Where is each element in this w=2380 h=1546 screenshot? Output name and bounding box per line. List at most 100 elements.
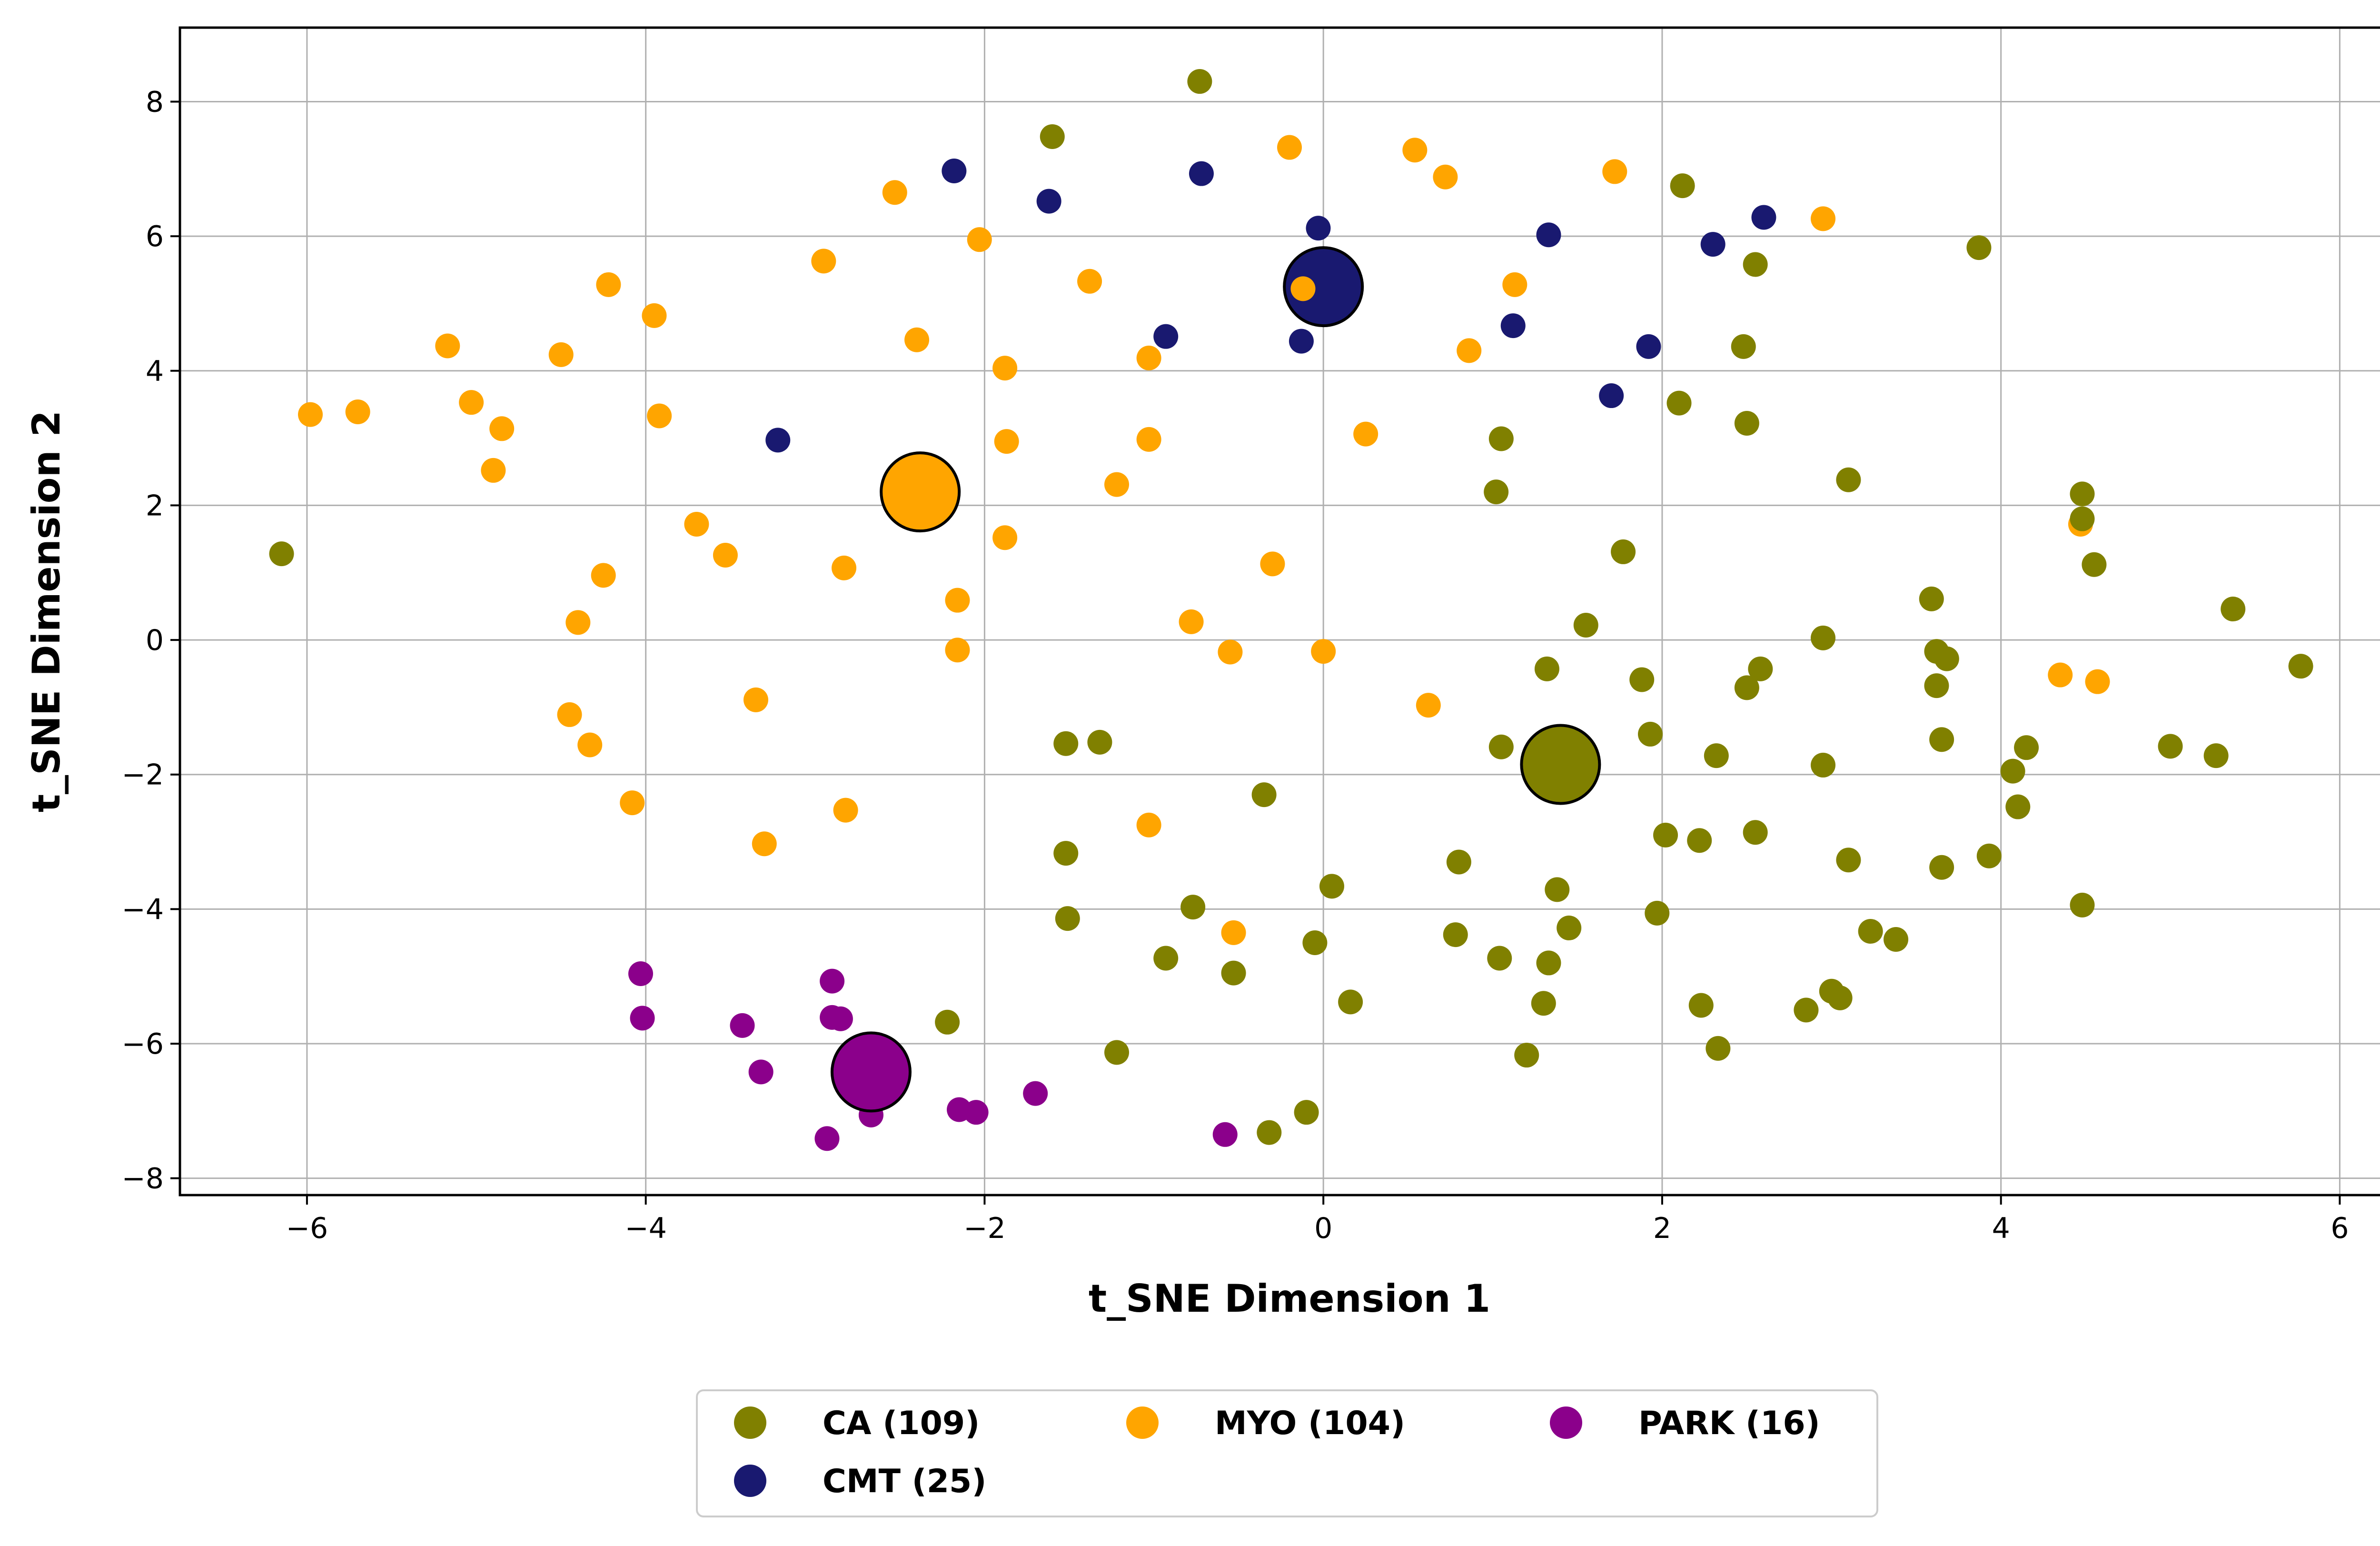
- data-point: [1629, 667, 1655, 692]
- data-point: [557, 702, 582, 727]
- data-point: [2082, 552, 2107, 577]
- centroid-marker: [830, 1031, 912, 1113]
- data-point: [1748, 656, 1773, 681]
- data-point: [752, 831, 777, 857]
- x-axis-title: t_SNE Dimension 1: [1089, 1277, 1490, 1321]
- data-point: [1743, 252, 1768, 277]
- data-point: [1836, 848, 1861, 873]
- data-point: [1136, 812, 1161, 838]
- data-point: [1277, 135, 1302, 160]
- data-point: [1023, 1081, 1048, 1106]
- data-point: [1433, 164, 1458, 190]
- data-point: [1104, 1040, 1130, 1065]
- data-point: [2070, 481, 2095, 507]
- data-point: [1290, 276, 1316, 301]
- data-point: [1487, 946, 1512, 971]
- data-point: [596, 272, 621, 297]
- data-point: [1502, 272, 1527, 297]
- data-point: [904, 327, 930, 352]
- data-point: [1514, 1043, 1539, 1068]
- data-point: [1599, 383, 1624, 409]
- data-point: [945, 588, 970, 613]
- data-point: [2070, 506, 2095, 531]
- legend-item: MYO (104): [1126, 1405, 1405, 1442]
- y-tick-label: 2: [146, 489, 164, 522]
- data-point: [942, 159, 967, 184]
- data-point: [1260, 551, 1285, 577]
- data-point: [1534, 656, 1559, 681]
- data-point: [743, 687, 768, 712]
- y-axis-title: t_SNE Dimension 2: [24, 410, 69, 812]
- data-point: [1827, 985, 1853, 1010]
- y-tick-label: 4: [146, 355, 164, 388]
- data-point: [1531, 991, 1556, 1016]
- data-point: [1294, 1100, 1319, 1125]
- legend: CA (109) MYO (104) PARK (16) CMT (25): [696, 1389, 1878, 1517]
- data-point: [1731, 334, 1756, 359]
- data-point: [489, 416, 515, 441]
- centroid-marker: [880, 451, 961, 533]
- data-point: [992, 356, 1018, 381]
- data-point: [1488, 734, 1514, 759]
- data-point: [1884, 927, 1909, 952]
- legend-label: CMT (25): [823, 1463, 986, 1500]
- data-point: [1484, 479, 1509, 505]
- data-point: [1036, 189, 1061, 214]
- legend-label: MYO (104): [1215, 1405, 1405, 1442]
- data-point: [628, 961, 653, 987]
- data-point: [1187, 69, 1212, 94]
- data-point: [1934, 646, 1959, 671]
- plot-frame: [178, 26, 2380, 1197]
- data-point: [2203, 743, 2229, 768]
- data-point: [1536, 222, 1561, 248]
- data-point: [2070, 892, 2095, 918]
- data-point: [1734, 675, 1759, 700]
- legend-label: PARK (16): [1638, 1405, 1820, 1442]
- data-point: [2158, 734, 2183, 759]
- legend-item: CMT (25): [734, 1463, 986, 1500]
- x-tick-label: 0: [1314, 1212, 1332, 1245]
- data-point: [1077, 269, 1102, 294]
- x-tick-label: 6: [2330, 1212, 2349, 1245]
- data-point: [1500, 313, 1526, 339]
- data-point: [811, 249, 836, 274]
- data-point: [1573, 612, 1598, 638]
- data-point: [1704, 743, 1729, 768]
- centroid-marker: [1520, 724, 1601, 805]
- data-point: [730, 1013, 755, 1038]
- series-group: [269, 69, 2313, 1145]
- data-point: [1087, 729, 1112, 755]
- data-point: [1416, 693, 1441, 718]
- data-point: [994, 429, 1019, 454]
- data-point: [1289, 329, 1314, 354]
- data-point: [1645, 900, 1670, 926]
- data-point: [647, 403, 672, 429]
- legend-label: CA (109): [823, 1405, 980, 1442]
- data-point: [642, 303, 667, 328]
- data-point: [1136, 345, 1161, 370]
- data-point: [1136, 427, 1161, 452]
- data-point: [1858, 919, 1883, 944]
- legend-marker: [1550, 1406, 1582, 1439]
- y-tick-label: −6: [122, 1027, 164, 1061]
- data-point: [1180, 895, 1206, 920]
- data-point: [630, 1006, 655, 1031]
- data-point: [1811, 752, 1836, 778]
- data-point: [684, 511, 709, 537]
- y-tick-label: 8: [146, 85, 164, 119]
- legend-box: [696, 1389, 1878, 1517]
- series-group: [765, 159, 1776, 453]
- data-point: [1212, 1122, 1238, 1147]
- y-tick-label: −2: [122, 758, 164, 792]
- data-point: [765, 428, 791, 453]
- data-point: [1688, 993, 1714, 1018]
- data-point: [1153, 324, 1179, 349]
- data-point: [1666, 390, 1692, 416]
- data-point: [1488, 426, 1514, 451]
- data-point: [945, 638, 970, 663]
- data-point: [1446, 849, 1471, 875]
- legend-item: CA (109): [734, 1405, 980, 1442]
- data-point: [1636, 334, 1661, 359]
- data-point: [1457, 338, 1482, 363]
